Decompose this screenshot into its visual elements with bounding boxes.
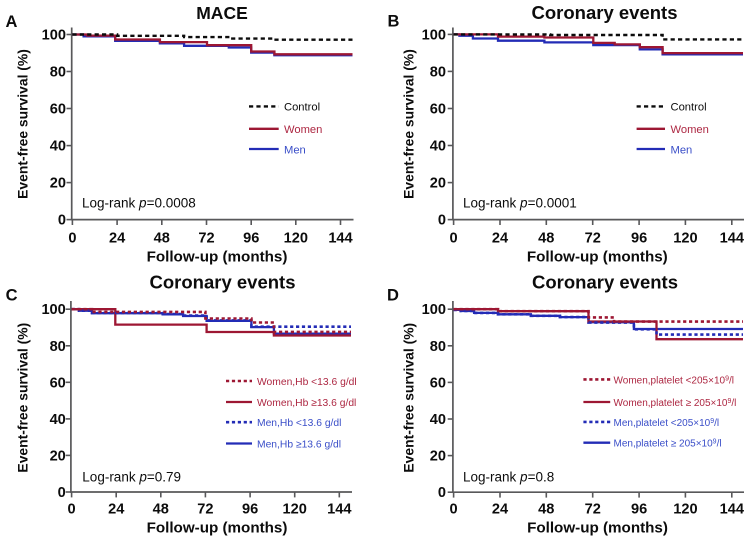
svg-text:Men,platelet ≥ 205×109/l: Men,platelet ≥ 205×109/l — [614, 438, 722, 450]
svg-text:80: 80 — [50, 339, 66, 355]
svg-text:Men,platelet <205×109/l: Men,platelet <205×109/l — [614, 417, 720, 429]
svg-text:72: 72 — [198, 231, 214, 247]
svg-text:Control: Control — [671, 102, 707, 114]
svg-text:144: 144 — [720, 502, 745, 518]
svg-text:Log-rank p=0.0001: Log-rank p=0.0001 — [463, 196, 577, 211]
svg-text:96: 96 — [242, 502, 258, 518]
svg-text:C: C — [6, 286, 18, 304]
svg-text:120: 120 — [283, 502, 307, 518]
svg-text:Men,Hb ≥13.6 g/dl: Men,Hb ≥13.6 g/dl — [257, 439, 341, 450]
svg-text:0: 0 — [450, 231, 458, 247]
svg-text:100: 100 — [42, 28, 66, 44]
svg-text:20: 20 — [50, 176, 66, 192]
svg-text:0: 0 — [438, 213, 446, 229]
svg-text:Coronary events: Coronary events — [532, 2, 678, 23]
svg-text:Men: Men — [671, 144, 693, 156]
svg-text:60: 60 — [430, 102, 446, 118]
svg-text:144: 144 — [720, 231, 745, 247]
svg-text:20: 20 — [50, 448, 66, 464]
svg-text:Women,platelet <205×109/l: Women,platelet <205×109/l — [614, 375, 734, 387]
svg-text:96: 96 — [243, 231, 259, 247]
svg-text:60: 60 — [430, 375, 446, 391]
svg-text:20: 20 — [430, 176, 446, 192]
svg-text:Event-free survival (%): Event-free survival (%) — [401, 49, 417, 199]
svg-text:72: 72 — [197, 502, 213, 518]
svg-text:144: 144 — [327, 502, 352, 518]
svg-text:A: A — [6, 13, 18, 31]
svg-text:40: 40 — [430, 412, 446, 428]
svg-text:Log-rank p=0.79: Log-rank p=0.79 — [82, 469, 181, 484]
svg-text:100: 100 — [422, 27, 446, 43]
svg-text:60: 60 — [50, 102, 66, 118]
svg-text:48: 48 — [154, 231, 170, 247]
svg-text:48: 48 — [538, 502, 554, 518]
svg-text:Women,platelet ≥ 205×109/l: Women,platelet ≥ 205×109/l — [614, 397, 737, 409]
svg-text:B: B — [388, 13, 400, 31]
svg-text:Event-free survival (%): Event-free survival (%) — [15, 323, 31, 473]
svg-text:0: 0 — [68, 502, 76, 518]
svg-text:72: 72 — [585, 502, 601, 518]
svg-text:80: 80 — [430, 339, 446, 355]
svg-text:24: 24 — [108, 502, 125, 518]
svg-text:24: 24 — [492, 502, 509, 518]
svg-text:0: 0 — [450, 502, 458, 518]
svg-text:20: 20 — [430, 449, 446, 465]
svg-text:40: 40 — [50, 412, 66, 428]
svg-text:Women: Women — [284, 124, 322, 136]
svg-text:Men,Hb <13.6 g/dl: Men,Hb <13.6 g/dl — [257, 418, 341, 429]
svg-text:100: 100 — [422, 302, 446, 318]
svg-text:96: 96 — [631, 231, 647, 247]
svg-text:0: 0 — [438, 485, 446, 501]
svg-text:Men: Men — [284, 144, 306, 156]
svg-text:Follow-up (months): Follow-up (months) — [527, 248, 668, 265]
svg-text:Coronary events: Coronary events — [532, 271, 678, 292]
svg-text:96: 96 — [631, 502, 647, 518]
svg-text:Coronary events: Coronary events — [150, 271, 296, 292]
svg-text:Control: Control — [284, 102, 320, 114]
svg-text:0: 0 — [58, 213, 66, 229]
svg-text:40: 40 — [50, 139, 66, 155]
svg-text:80: 80 — [50, 65, 66, 81]
svg-text:Event-free survival (%): Event-free survival (%) — [401, 323, 417, 473]
svg-text:100: 100 — [41, 302, 65, 318]
svg-text:40: 40 — [430, 139, 446, 155]
svg-text:Log-rank p=0.0008: Log-rank p=0.0008 — [82, 196, 196, 211]
svg-text:120: 120 — [284, 231, 308, 247]
svg-text:Log-rank p=0.8: Log-rank p=0.8 — [463, 469, 554, 484]
svg-text:D: D — [387, 286, 399, 304]
svg-text:48: 48 — [538, 231, 554, 247]
svg-text:80: 80 — [430, 64, 446, 80]
svg-text:Event-free survival (%): Event-free survival (%) — [15, 49, 31, 199]
svg-text:144: 144 — [328, 231, 353, 247]
svg-text:72: 72 — [585, 231, 601, 247]
svg-text:Women,Hb <13.6 g/dl: Women,Hb <13.6 g/dl — [257, 377, 357, 388]
svg-text:120: 120 — [673, 231, 697, 247]
svg-text:Follow-up (months): Follow-up (months) — [147, 248, 288, 265]
svg-text:48: 48 — [153, 502, 169, 518]
svg-text:0: 0 — [68, 231, 76, 247]
svg-text:24: 24 — [492, 231, 509, 247]
svg-text:Women: Women — [671, 124, 709, 136]
svg-text:Follow-up (months): Follow-up (months) — [527, 520, 668, 537]
svg-text:24: 24 — [109, 231, 126, 247]
svg-text:Women,Hb ≥13.6 g/dl: Women,Hb ≥13.6 g/dl — [257, 398, 356, 409]
svg-text:MACE: MACE — [196, 3, 248, 23]
svg-text:0: 0 — [58, 485, 66, 501]
svg-text:Follow-up (months): Follow-up (months) — [147, 520, 288, 537]
svg-text:60: 60 — [50, 375, 66, 391]
svg-text:120: 120 — [673, 502, 697, 518]
